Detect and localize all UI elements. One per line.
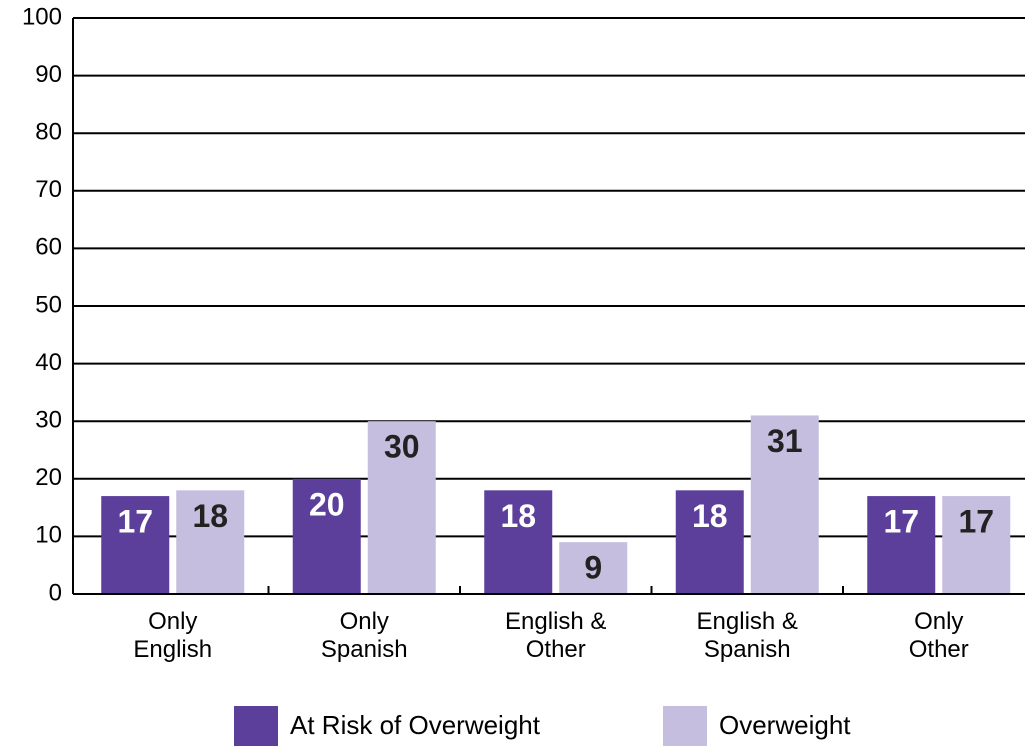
legend-swatch [234, 706, 278, 746]
y-tick-label: 50 [35, 291, 62, 318]
y-tick-label: 80 [35, 119, 62, 146]
bar [867, 496, 936, 594]
value-label: 9 [584, 550, 602, 586]
value-label: 18 [692, 498, 728, 534]
value-label: 17 [117, 504, 153, 540]
bar [675, 490, 744, 594]
value-label: 17 [958, 504, 994, 540]
x-tick-label: Only Other [908, 608, 969, 663]
legend-label: At Risk of Overweight [290, 710, 541, 740]
x-tick-label: English & Spanish [696, 608, 798, 663]
bar [942, 496, 1011, 594]
bar [484, 490, 553, 594]
x-tick-label: Only Spanish [320, 608, 408, 663]
bar [559, 542, 628, 594]
value-label: 17 [883, 504, 919, 540]
legend-label: Overweight [719, 710, 851, 740]
value-label: 20 [309, 486, 345, 522]
y-tick-label: 30 [35, 407, 62, 434]
value-label: 30 [384, 429, 420, 465]
y-tick-label: 0 [49, 579, 62, 606]
bar [292, 478, 361, 594]
value-label: 18 [500, 498, 536, 534]
y-tick-label: 60 [35, 234, 62, 261]
bar [367, 421, 436, 594]
x-tick-label: Only English [133, 608, 213, 663]
y-tick-label: 20 [35, 464, 62, 491]
y-tick-label: 70 [35, 176, 62, 203]
y-tick-label: 100 [22, 3, 62, 30]
bar [101, 496, 170, 594]
y-tick-label: 90 [35, 61, 62, 88]
legend-swatch [663, 706, 707, 746]
value-label: 18 [192, 498, 228, 534]
bar [750, 415, 819, 594]
value-label: 31 [767, 423, 803, 459]
y-tick-label: 10 [35, 522, 62, 549]
bar [176, 490, 245, 594]
y-tick-label: 40 [35, 349, 62, 376]
x-tick-label: English & Other [505, 608, 607, 663]
